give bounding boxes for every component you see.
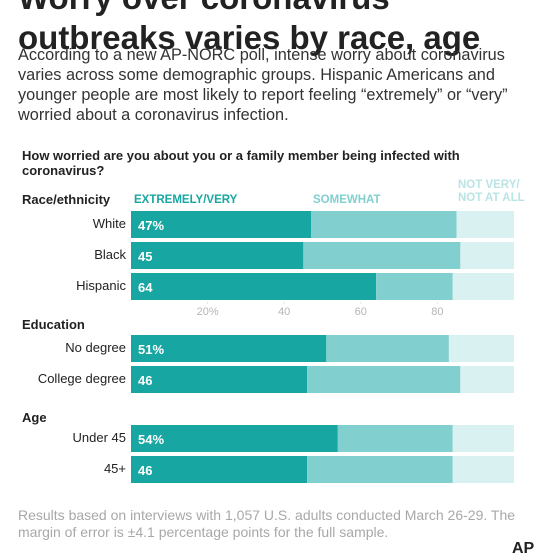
bar-not-very xyxy=(456,211,514,238)
group-label: Race/ethnicity xyxy=(22,192,111,207)
bar-extremely-very xyxy=(131,335,327,362)
bar-somewhat xyxy=(376,273,453,300)
bar-somewhat xyxy=(326,335,449,362)
bar-value-label: 64 xyxy=(138,280,153,295)
bar-not-very xyxy=(460,366,514,393)
bar-extremely-very xyxy=(131,366,308,393)
group-label: Education xyxy=(22,317,85,332)
bar-not-very xyxy=(460,242,514,269)
bar-value-label: 45 xyxy=(138,249,152,264)
ap-credit: AP xyxy=(512,540,535,557)
bar-not-very xyxy=(452,273,514,300)
legend-extremely-very: EXTREMELY/VERY xyxy=(134,194,238,206)
bar-extremely-very xyxy=(131,242,304,269)
bar-somewhat xyxy=(337,425,453,452)
row-label: College degree xyxy=(37,371,126,386)
bar-value-label: 46 xyxy=(138,373,152,388)
x-tick-label: 20% xyxy=(197,306,219,318)
row-label: Under 45 xyxy=(72,430,126,445)
bar-not-very xyxy=(452,425,514,452)
row-label: No degree xyxy=(65,340,126,355)
legend-not-very-line2: NOT AT ALL xyxy=(458,192,525,204)
x-tick-label: 60 xyxy=(355,306,367,318)
x-tick-label: 80 xyxy=(431,306,443,318)
bar-extremely-very xyxy=(131,273,377,300)
bar-not-very xyxy=(452,456,514,483)
bar-extremely-very xyxy=(131,456,308,483)
bar-not-very xyxy=(448,335,514,362)
bar-value-label: 51% xyxy=(138,342,164,357)
chart-title: Worry over coronavirus outbreaks varies … xyxy=(18,0,481,56)
row-label: 45+ xyxy=(103,461,126,476)
bar-value-label: 47% xyxy=(138,218,164,233)
bar-value-label: 54% xyxy=(138,432,164,447)
x-tick-label: 40 xyxy=(278,306,290,318)
group-label: Age xyxy=(22,410,47,425)
bar-value-label: 46 xyxy=(138,463,152,478)
bar-somewhat xyxy=(307,456,453,483)
legend-not-very-line1: NOT VERY/ xyxy=(458,179,520,191)
row-label: Hispanic xyxy=(76,278,126,293)
bar-extremely-very xyxy=(131,211,312,238)
bar-somewhat xyxy=(307,366,461,393)
survey-question: How worried are you about you or a famil… xyxy=(22,148,460,178)
bar-somewhat xyxy=(311,211,457,238)
legend-not-very: NOT VERY/NOT AT ALL xyxy=(458,179,525,205)
bar-somewhat xyxy=(303,242,461,269)
row-label: White xyxy=(92,216,126,231)
footnote: Results based on interviews with 1,057 U… xyxy=(18,507,516,540)
row-label: Black xyxy=(94,247,126,262)
chart-intro: According to a new AP-NORC poll, intense… xyxy=(18,46,508,124)
bar-extremely-very xyxy=(131,425,338,452)
stacked-bar-chart: 47% 45 64 51% 46 54% 46 20% 40 60 80 xyxy=(131,211,514,483)
legend-somewhat: SOMEWHAT xyxy=(313,194,381,206)
